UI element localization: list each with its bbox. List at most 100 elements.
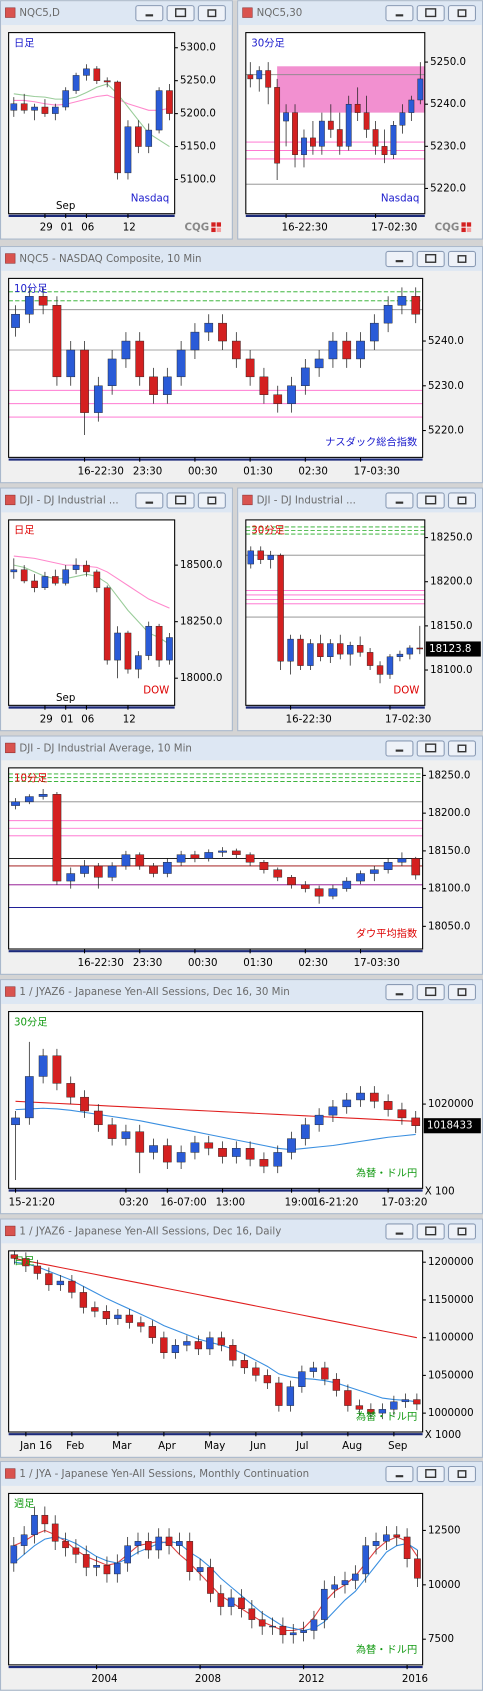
candle-body — [267, 555, 274, 560]
index-label: Nasdaq — [381, 193, 420, 205]
candle-body — [259, 861, 269, 870]
candle-body — [363, 112, 370, 130]
plot-content — [8, 287, 423, 436]
candle-body — [20, 569, 28, 582]
plot-border — [8, 1492, 424, 1666]
candle-body — [356, 645, 364, 653]
window-button-close[interactable] — [197, 5, 226, 22]
index-label: 為替・ドル円 — [356, 1410, 417, 1423]
y-tick-label: 5200.0 — [180, 108, 216, 120]
logo-square — [216, 227, 222, 233]
window-icon — [5, 986, 16, 997]
window-button-max[interactable] — [416, 250, 445, 268]
window-button-max[interactable] — [166, 5, 195, 22]
window-button-min[interactable] — [385, 250, 414, 268]
candle-body — [327, 120, 334, 130]
candle-body — [337, 643, 344, 655]
candle-body — [347, 645, 354, 655]
plot-border — [8, 519, 176, 706]
window-icon — [5, 742, 16, 754]
window-button-max[interactable] — [416, 740, 445, 757]
candle-body — [41, 1514, 49, 1525]
candle-body — [401, 1399, 410, 1403]
candle-body — [390, 1401, 398, 1410]
candle-body — [183, 1341, 191, 1346]
window-icon — [5, 253, 16, 264]
window-button-min[interactable] — [385, 492, 414, 509]
candle-body — [51, 1523, 59, 1542]
candle-body — [362, 1545, 370, 1575]
candle-body — [166, 90, 173, 114]
x-tick-label: Jan 16 — [19, 1440, 52, 1452]
plot-area — [8, 1250, 423, 1432]
y-tick-label: 18150.0 — [430, 620, 472, 632]
window-button-min[interactable] — [385, 984, 414, 1001]
candle-body — [162, 1145, 172, 1163]
x-tick-label: Apr — [158, 1440, 176, 1452]
window-button-close[interactable] — [447, 1465, 476, 1483]
window-button-min[interactable] — [135, 5, 164, 22]
window-button-min[interactable] — [385, 5, 414, 22]
button-glyph — [457, 988, 467, 997]
window-button-min[interactable] — [385, 1223, 414, 1240]
window-icon — [5, 1225, 16, 1237]
y-tick-label: 18250.0 — [180, 616, 222, 628]
window-button-close[interactable] — [447, 5, 476, 22]
period-label: 30分足 — [251, 37, 284, 49]
candle-body — [277, 555, 284, 662]
axis-unit: X 100 — [425, 1186, 455, 1198]
x-tick-label: 17-02:30 — [385, 713, 431, 725]
window-button-close[interactable] — [447, 250, 476, 268]
window-button-close[interactable] — [447, 1223, 476, 1240]
candle-body — [176, 349, 186, 378]
y-tick-label: 18100.0 — [428, 883, 470, 895]
candle-body — [328, 340, 338, 360]
window-button-close[interactable] — [447, 984, 476, 1001]
window-button-max[interactable] — [166, 492, 195, 509]
candle-body — [107, 865, 117, 878]
x-sublabel: Sep — [56, 692, 75, 704]
moving-average — [14, 1261, 417, 1403]
candle-body — [93, 1110, 103, 1126]
candle-body — [80, 1096, 89, 1112]
window-button-close[interactable] — [447, 492, 476, 509]
x-tick-label: 00:30 — [188, 465, 218, 477]
candle-body — [135, 340, 145, 378]
candle-body — [176, 1541, 183, 1546]
y-tick-label: 1050000 — [428, 1369, 474, 1381]
window-icon — [5, 1468, 16, 1479]
candle-body — [134, 1541, 142, 1546]
window-button-min[interactable] — [135, 492, 164, 509]
candle-body — [287, 638, 294, 662]
window-button-close[interactable] — [447, 740, 476, 757]
candle-body — [273, 1152, 283, 1167]
candle-body — [190, 854, 200, 859]
button-glyph — [425, 253, 437, 263]
y-tick-label: 5230.0 — [428, 380, 464, 392]
chart-window: 1 / JYA - Japanese Yen-All Sessions, Mon… — [0, 1461, 483, 1691]
candle-body — [317, 643, 324, 657]
candle-body — [218, 850, 227, 853]
candle-body — [38, 296, 48, 306]
window-button-max[interactable] — [416, 984, 445, 1001]
candle-body — [24, 796, 34, 803]
candle-body — [274, 87, 281, 164]
x-tick-label: 17-03:30 — [354, 465, 400, 477]
candle-body — [155, 625, 163, 661]
window-button-min[interactable] — [385, 740, 414, 757]
window-button-min[interactable] — [385, 1465, 414, 1483]
window-button-max[interactable] — [416, 1223, 445, 1240]
plot-content — [11, 1041, 421, 1181]
window-button-max[interactable] — [416, 492, 445, 509]
candle-body — [176, 1152, 186, 1163]
window-title: NQC5,D — [19, 7, 60, 19]
candle-body — [314, 888, 324, 897]
index-label: DOW — [143, 684, 169, 696]
window-button-close[interactable] — [197, 492, 226, 509]
window-button-max[interactable] — [416, 1465, 445, 1483]
window-button-max[interactable] — [416, 5, 445, 22]
candle-body — [342, 340, 352, 360]
button-glyph — [425, 743, 437, 753]
candle-body — [259, 1159, 269, 1167]
candle-body — [204, 1142, 214, 1149]
